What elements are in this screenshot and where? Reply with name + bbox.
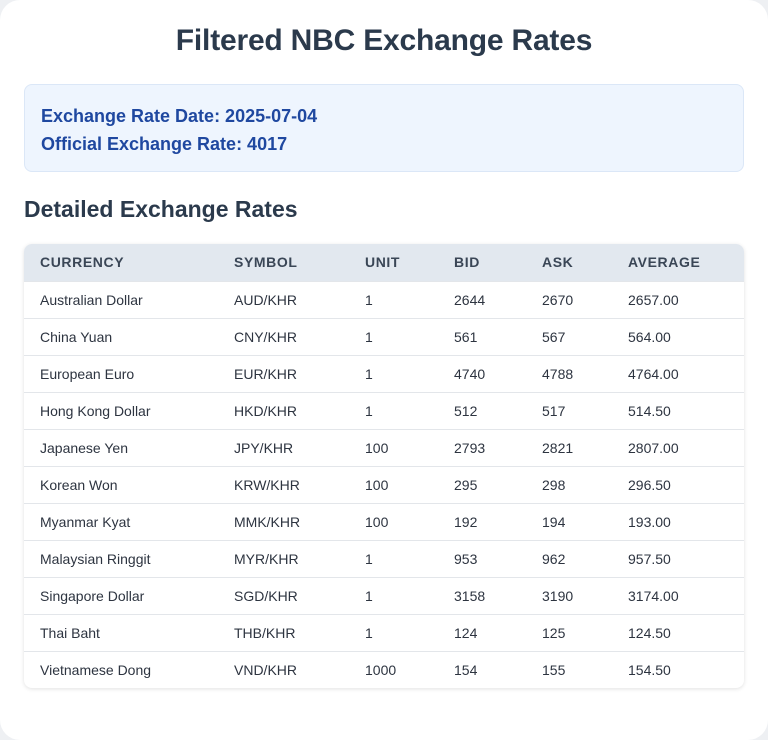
cell-bid: 3158 [454,587,486,604]
cell-currency: Korean Won [40,476,118,493]
cell-currency: European Euro [40,365,135,382]
cell-currency: Singapore Dollar [40,587,145,604]
table-row: Hong Kong Dollar HKD/KHR 1 512 517 514.50 [24,392,744,429]
cell-average: 4764.00 [628,365,679,382]
table-row: Korean Won KRW/KHR 100 295 298 296.50 [24,466,744,503]
cell-bid: 124 [454,624,478,641]
table-row: European Euro EUR/KHR 1 4740 4788 4764.00 [24,355,744,392]
cell-symbol: HKD/KHR [234,402,298,419]
header-average: AVERAGE [628,254,701,271]
cell-unit: 1 [365,624,373,641]
cell-average: 3174.00 [628,587,679,604]
cell-average: 193.00 [628,513,671,530]
section-title: Detailed Exchange Rates [24,196,298,222]
cell-unit: 1 [365,550,373,567]
page-title: Filtered NBC Exchange Rates [175,24,593,57]
table-row: Thai Baht THB/KHR 1 124 125 124.50 [24,614,744,651]
cell-ask: 4788 [542,365,574,382]
cell-bid: 295 [454,476,478,493]
cell-bid: 4740 [454,365,486,382]
cell-average: 2657.00 [628,291,679,308]
table-header-row: CURRENCY SYMBOL UNIT BID ASK AVERAGE [24,244,744,281]
cell-average: 296.50 [628,476,671,493]
cell-currency: Hong Kong Dollar [40,402,151,419]
cell-bid: 154 [454,661,478,678]
header-symbol: SYMBOL [234,254,298,271]
cell-bid: 561 [454,328,478,345]
cell-average: 957.50 [628,550,671,567]
cell-unit: 1 [365,328,373,345]
cell-bid: 192 [454,513,478,530]
header-ask: ASK [542,254,574,271]
cell-bid: 953 [454,550,478,567]
table-row: Australian Dollar AUD/KHR 1 2644 2670 2657.00 [24,281,744,318]
cell-ask: 567 [542,328,566,345]
cell-ask: 2821 [542,439,574,456]
cell-ask: 298 [542,476,566,493]
cell-ask: 3190 [542,587,574,604]
cell-ask: 155 [542,661,566,678]
table-body: Australian Dollar AUD/KHR 1 2644 2670 2657.00… [24,281,744,688]
table-row: China Yuan CNY/KHR 1 561 567 564.00 [24,318,744,355]
official-exchange-rate: Official Exchange Rate: 4017 [41,134,288,154]
cell-bid: 2793 [454,439,486,456]
cell-symbol: VND/KHR [234,661,298,678]
table-row: Singapore Dollar SGD/KHR 1 3158 3190 3174.00 [24,577,744,614]
cell-unit: 1 [365,291,373,308]
cell-unit: 1 [365,365,373,382]
cell-average: 2807.00 [628,439,679,456]
cell-unit: 100 [365,476,389,493]
cell-currency: China Yuan [40,328,113,345]
cell-average: 154.50 [628,661,671,678]
cell-symbol: THB/KHR [234,624,296,641]
cell-currency: Japanese Yen [40,439,128,456]
cell-currency: Vietnamese Dong [40,661,152,678]
exchange-rate-date: Exchange Rate Date: 2025-07-04 [41,106,318,126]
cell-unit: 1 [365,587,373,604]
cell-symbol: EUR/KHR [234,365,298,382]
exchange-rates-table-container: CURRENCY SYMBOL UNIT BID ASK AVERAGE Aus… [24,244,744,688]
cell-ask: 962 [542,550,566,567]
cell-unit: 1000 [365,661,397,678]
table-row: Vietnamese Dong VND/KHR 1000 154 155 154.50 [24,651,744,688]
exchange-rates-table: CURRENCY SYMBOL UNIT BID ASK AVERAGE Aus… [24,244,744,688]
cell-bid: 512 [454,402,478,419]
cell-symbol: AUD/KHR [234,291,298,308]
cell-ask: 2670 [542,291,574,308]
cell-symbol: KRW/KHR [234,476,300,493]
table-row: Malaysian Ringgit MYR/KHR 1 953 962 957.50 [24,540,744,577]
cell-average: 564.00 [628,328,671,345]
cell-symbol: MYR/KHR [234,550,299,567]
cell-average: 514.50 [628,402,671,419]
cell-average: 124.50 [628,624,671,641]
cell-ask: 125 [542,624,566,641]
header-unit: UNIT [365,254,401,271]
cell-currency: Australian Dollar [40,291,143,308]
cell-unit: 1 [365,402,373,419]
cell-ask: 194 [542,513,566,530]
cell-unit: 100 [365,513,389,530]
cell-unit: 100 [365,439,389,456]
cell-symbol: JPY/KHR [234,439,294,456]
cell-symbol: CNY/KHR [234,328,298,345]
cell-currency: Myanmar Kyat [40,513,131,530]
table-row: Myanmar Kyat MMK/KHR 100 192 194 193.00 [24,503,744,540]
cell-symbol: MMK/KHR [234,513,301,530]
cell-ask: 517 [542,402,566,419]
cell-symbol: SGD/KHR [234,587,298,604]
cell-currency: Malaysian Ringgit [40,550,151,567]
cell-bid: 2644 [454,291,486,308]
exchange-info-box: Exchange Rate Date: 2025-07-04 Official … [24,84,744,172]
cell-currency: Thai Baht [40,624,100,641]
table-row: Japanese Yen JPY/KHR 100 2793 2821 2807.00 [24,429,744,466]
header-currency: CURRENCY [40,254,125,271]
header-bid: BID [454,254,480,271]
